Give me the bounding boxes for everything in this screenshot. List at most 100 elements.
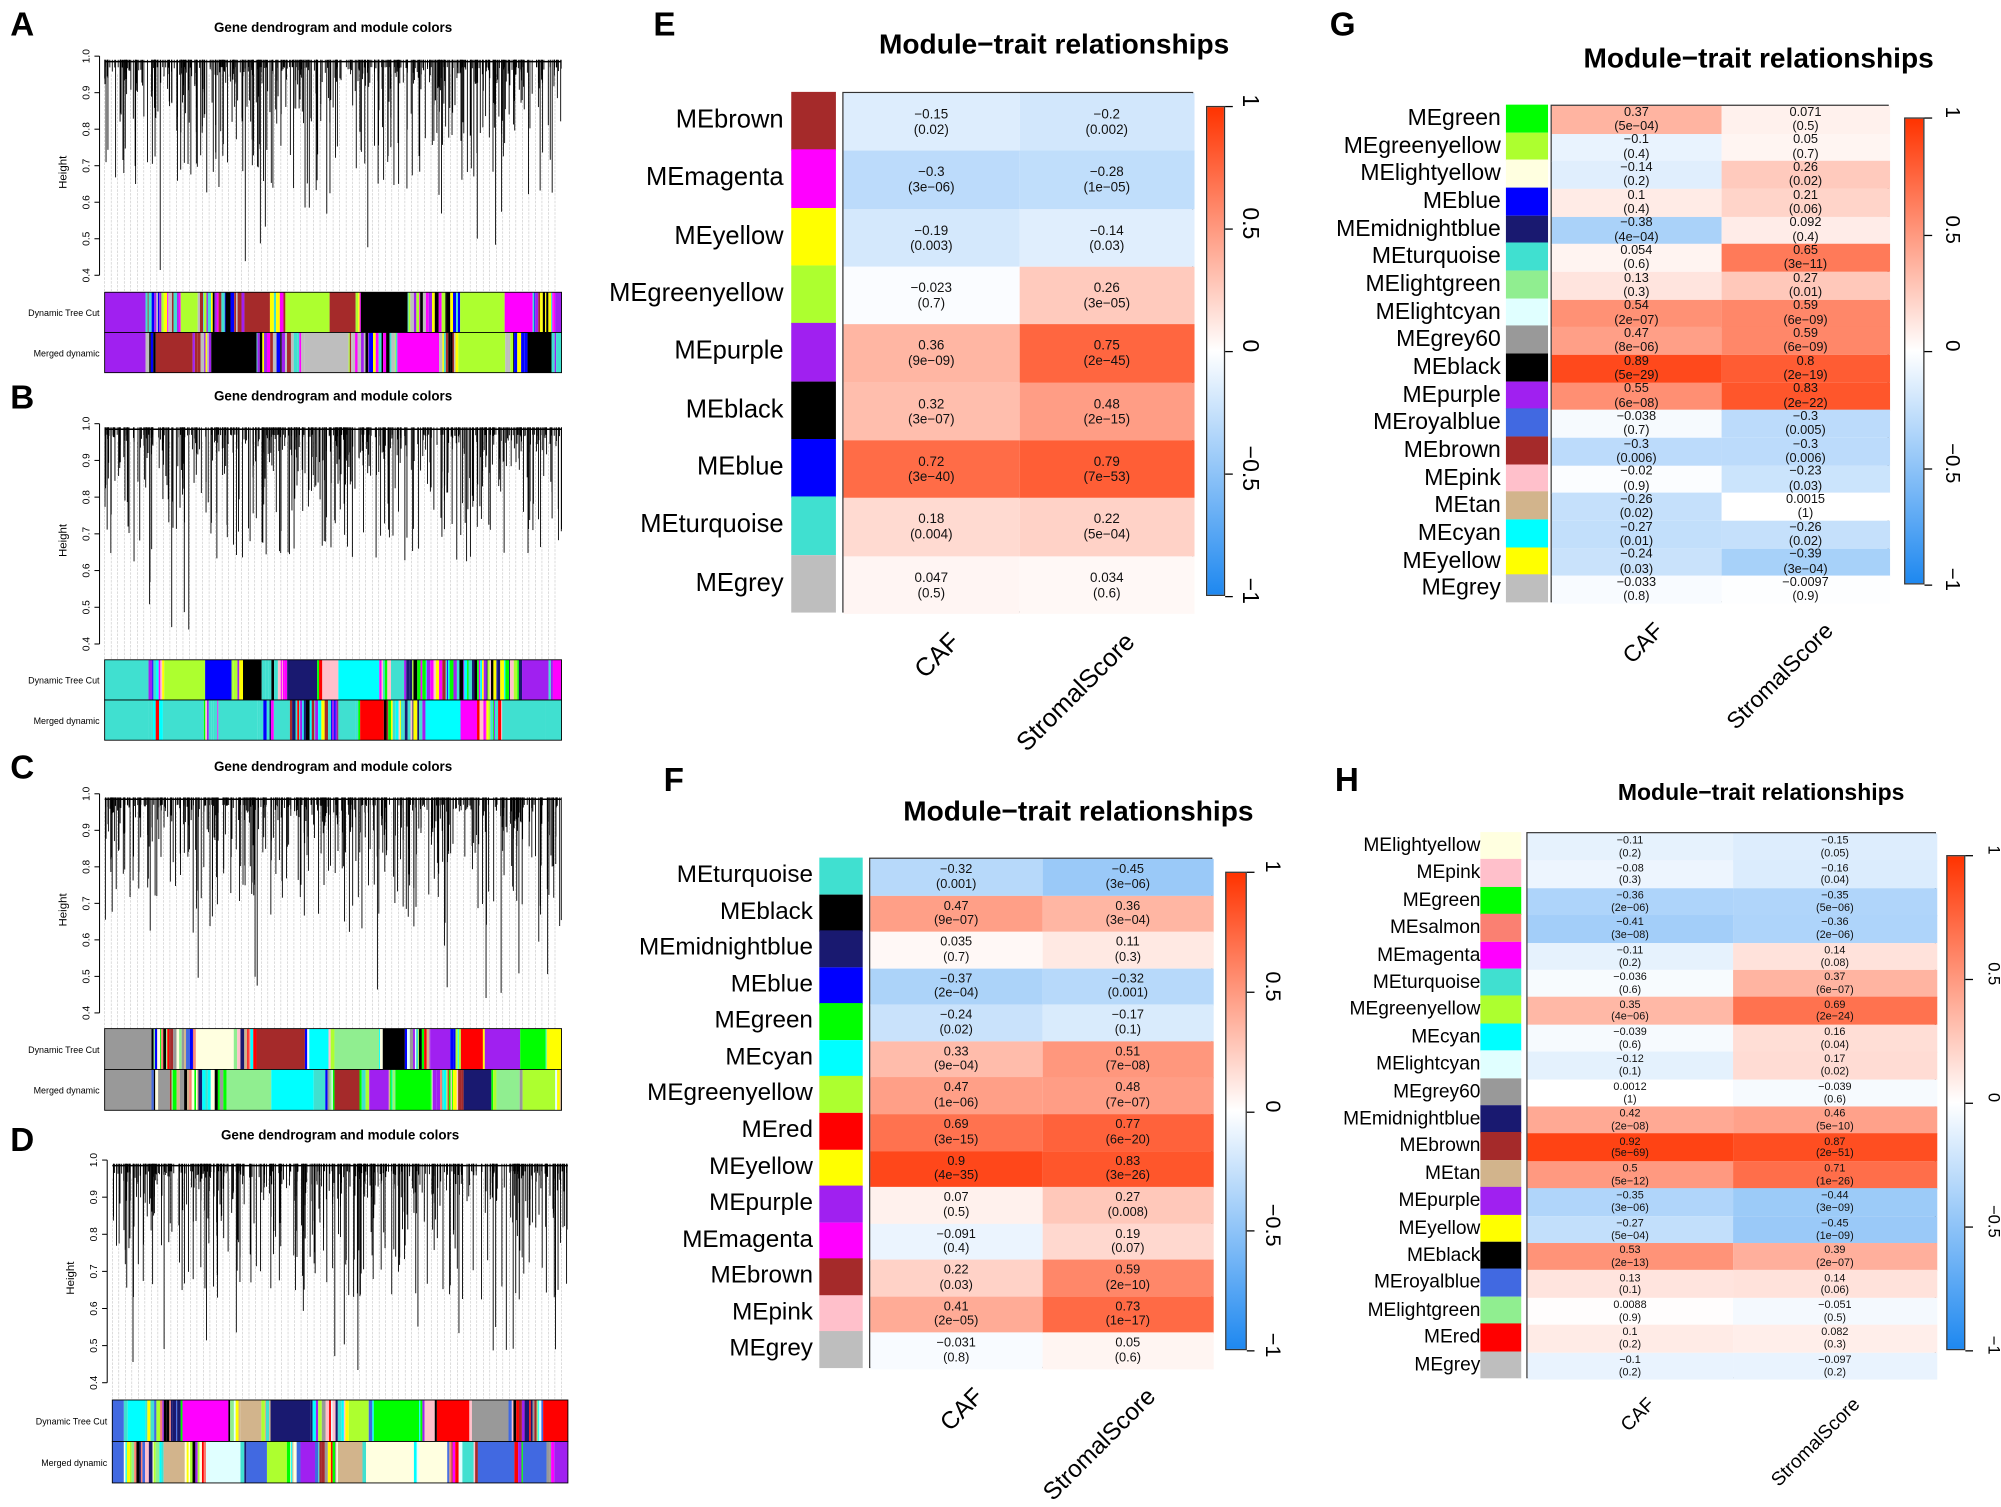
module-color-stripe xyxy=(206,699,209,741)
module-color-stripe xyxy=(530,1399,533,1442)
module-color-stripe xyxy=(212,292,215,333)
module-color-stripe xyxy=(259,332,263,373)
module-color-stripe xyxy=(112,1441,124,1483)
correlation-cell: 0.92 (5e−69) xyxy=(1527,1133,1733,1162)
module-color-stripe xyxy=(158,659,161,700)
module-color-swatch xyxy=(1480,1296,1522,1325)
module-color-stripe xyxy=(471,659,475,700)
module-color-stripe xyxy=(510,659,514,700)
module-color-stripe xyxy=(551,332,555,373)
module-color-stripe xyxy=(334,699,336,741)
module-color-stripe xyxy=(271,659,275,700)
legend-tick-mark xyxy=(1965,1102,1974,1104)
module-color-stripe xyxy=(359,292,361,333)
correlation-cell: 0.8 (2e−19) xyxy=(1720,354,1891,384)
correlation-value: 0.16 xyxy=(1824,1024,1846,1038)
module-color-stripe xyxy=(493,699,495,741)
correlation-value: 0.034 xyxy=(1090,569,1124,586)
module-color-stripe xyxy=(244,292,270,333)
module-color-stripe xyxy=(332,1441,336,1483)
legend-tick-mark xyxy=(1965,855,1974,857)
module-color-swatch xyxy=(1480,941,1522,970)
correlation-cell: 0.35 (4e−06) xyxy=(1527,997,1733,1026)
module-color-stripe xyxy=(270,332,273,373)
module-color-stripe xyxy=(203,1441,207,1483)
p-value: (4e−04) xyxy=(1614,230,1659,245)
legend-tick-label: −1 xyxy=(1941,567,1963,592)
module-color-stripe xyxy=(330,1441,333,1483)
p-value: (2e−07) xyxy=(1614,313,1659,328)
module-color-stripe xyxy=(203,292,204,333)
module-color-stripe xyxy=(221,292,225,333)
module-color-stripe xyxy=(282,659,285,700)
module-color-stripe xyxy=(522,1441,547,1483)
module-color-stripe xyxy=(196,1069,198,1111)
module-color-stripe xyxy=(153,699,156,741)
module-color-stripe xyxy=(511,1399,514,1442)
module-color-stripe xyxy=(341,1399,344,1442)
correlation-value: 0.054 xyxy=(1620,243,1653,258)
correlation-cell: −0.036 (0.6) xyxy=(1527,969,1733,998)
correlation-value: 0.047 xyxy=(914,569,949,586)
module-label: MEpink xyxy=(1416,861,1481,884)
correlation-cell: −0.27 (5e−04) xyxy=(1527,1215,1733,1244)
module-color-stripe xyxy=(197,1441,200,1483)
module-color-swatch xyxy=(1480,1187,1522,1216)
module-color-stripe xyxy=(162,659,165,700)
correlation-cell: 0.19 (0.07) xyxy=(1042,1223,1214,1261)
module-color-stripe xyxy=(493,659,497,700)
module-color-stripe xyxy=(500,659,505,700)
module-color-stripe xyxy=(442,659,446,700)
legend-tick-label: −0.5 xyxy=(1984,1204,2001,1238)
correlation-value: 0.47 xyxy=(943,899,969,914)
module-color-stripe xyxy=(273,292,277,333)
correlation-cell: 0.035 (0.7) xyxy=(870,931,1043,969)
p-value: (9e−09) xyxy=(908,353,955,370)
p-value: (3e−09) xyxy=(1815,1201,1854,1214)
module-color-stripe xyxy=(543,1399,568,1442)
module-color-stripe xyxy=(240,1399,262,1442)
module-color-stripe xyxy=(525,1399,530,1442)
p-value: (3e−07) xyxy=(908,411,955,427)
p-value: (0.006) xyxy=(1785,451,1826,466)
module-color-stripe xyxy=(182,1399,229,1442)
module-color-stripe xyxy=(314,699,316,741)
module-label: MEpurple xyxy=(709,1189,813,1217)
module-color-stripe xyxy=(540,292,542,333)
module-label: MEpink xyxy=(1424,464,1501,490)
module-color-stripe xyxy=(453,659,456,700)
module-color-stripe xyxy=(372,1399,374,1442)
y-tick-label: 0.9 xyxy=(89,1190,100,1204)
module-color-stripe xyxy=(257,332,260,373)
correlation-cell: 0.0088 (0.9) xyxy=(1527,1297,1733,1326)
module-color-stripe xyxy=(157,1028,161,1070)
module-color-stripe xyxy=(424,1399,435,1442)
module-color-stripe xyxy=(325,1399,330,1442)
correlation-value: −0.24 xyxy=(940,1008,973,1023)
module-color-stripe xyxy=(529,1399,531,1442)
p-value: (3e−06) xyxy=(1611,1201,1649,1214)
correlation-value: −0.3 xyxy=(1792,437,1819,452)
module-color-stripe xyxy=(104,659,149,700)
p-value: (2e−06) xyxy=(1611,900,1649,914)
module-color-stripe xyxy=(542,292,546,333)
module-color-stripe xyxy=(287,659,318,700)
module-color-stripe xyxy=(155,1441,160,1483)
module-color-swatch xyxy=(1480,1214,1522,1243)
p-value: (0.001) xyxy=(935,877,977,892)
correlation-cell: 0.047 (0.5) xyxy=(843,555,1020,615)
module-color-stripe xyxy=(450,1028,454,1070)
p-value: (0.005) xyxy=(1785,424,1826,439)
correlation-value: 0.59 xyxy=(1793,298,1818,313)
module-color-stripe xyxy=(208,332,212,373)
module-color-stripe xyxy=(157,292,160,333)
correlation-value: 0.33 xyxy=(943,1045,969,1060)
correlation-cell: 0.07 (0.5) xyxy=(870,1187,1043,1225)
module-color-stripe xyxy=(234,292,237,333)
trait-label: CAF xyxy=(1617,617,1669,669)
correlation-value: −0.3 xyxy=(1623,437,1650,452)
module-color-stripe xyxy=(521,1399,525,1442)
module-color-stripe xyxy=(491,1069,494,1111)
correlation-value: 0.77 xyxy=(1115,1117,1141,1133)
module-color-swatch xyxy=(1480,1077,1522,1106)
